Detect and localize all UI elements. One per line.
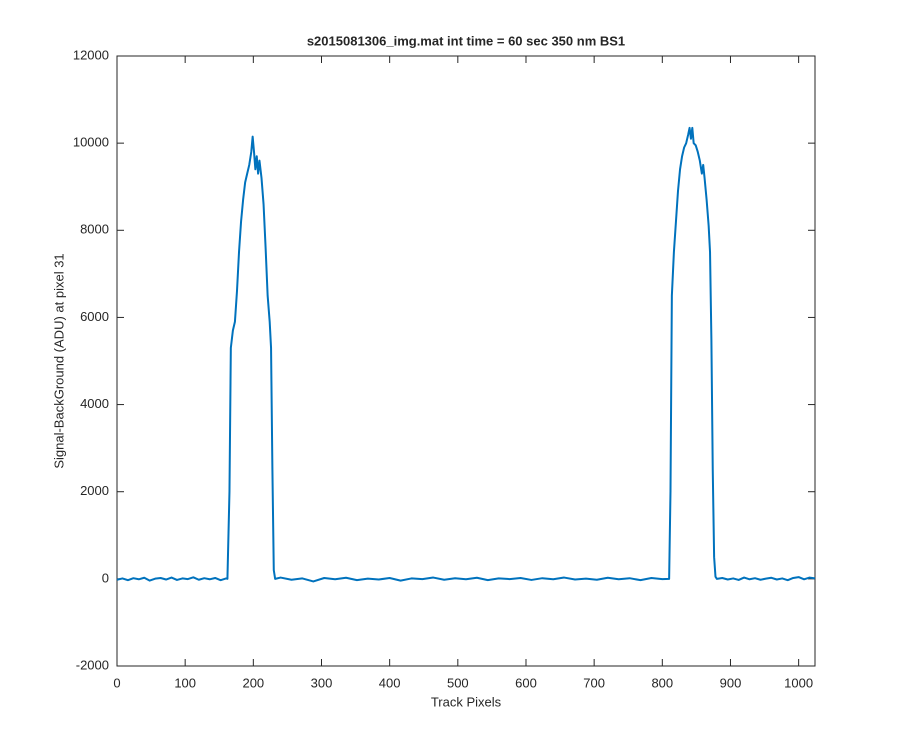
x-tick-label: 300: [311, 675, 333, 690]
x-tick-label: 100: [174, 675, 196, 690]
x-tick-label: 600: [515, 675, 537, 690]
plot-frame: [116, 55, 816, 667]
x-tick-label: 700: [583, 675, 605, 690]
y-tick-label: 2000: [80, 483, 109, 498]
y-tick-label: 12000: [73, 47, 109, 62]
y-tick-label: 4000: [80, 396, 109, 411]
y-tick-label: 6000: [80, 309, 109, 324]
x-tick-label: 400: [379, 675, 401, 690]
y-tick-label: 0: [102, 570, 109, 585]
x-tick-label: 1000: [784, 675, 813, 690]
x-axis-label: Track Pixels: [431, 694, 502, 709]
y-tick-label: 10000: [73, 135, 109, 150]
x-tick-label: 500: [447, 675, 469, 690]
chart-title: s2015081306_img.mat int time = 60 sec 35…: [307, 33, 625, 48]
y-tick-label: -2000: [76, 657, 109, 672]
x-tick-label: 200: [242, 675, 264, 690]
x-tick-label: 900: [720, 675, 742, 690]
x-tick-label: 0: [113, 675, 120, 690]
data-line: [116, 126, 816, 583]
y-tick-label: 8000: [80, 222, 109, 237]
y-axis-label: Signal-BackGround (ADU) at pixel 31: [51, 253, 66, 468]
x-tick-label: 800: [651, 675, 673, 690]
